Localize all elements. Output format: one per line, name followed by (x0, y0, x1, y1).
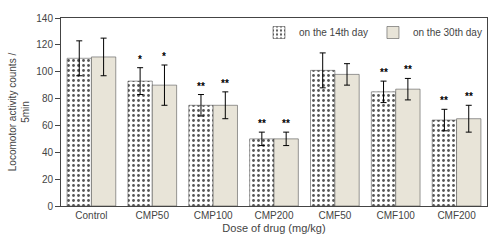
svg-text:20: 20 (42, 174, 54, 185)
svg-text:*: * (138, 54, 142, 65)
svg-text:CMF50: CMF50 (318, 210, 351, 221)
svg-text:**: ** (282, 118, 290, 129)
svg-text:Dose of drug (mg/kg): Dose of drug (mg/kg) (222, 222, 325, 234)
svg-text:120: 120 (36, 39, 53, 50)
svg-text:*: * (162, 51, 166, 62)
svg-text:140: 140 (36, 13, 53, 24)
svg-text:**: ** (465, 91, 473, 102)
svg-text:CMP200: CMP200 (255, 210, 294, 221)
svg-text:CMP100: CMP100 (194, 210, 233, 221)
svg-text:on the 14th day: on the 14th day (299, 27, 368, 38)
svg-text:100: 100 (36, 66, 53, 77)
svg-text:CMF200: CMF200 (437, 210, 476, 221)
svg-text:CMP50: CMP50 (136, 210, 170, 221)
svg-text:**: ** (380, 67, 388, 78)
svg-text:40: 40 (42, 147, 54, 158)
svg-text:80: 80 (42, 93, 54, 104)
svg-text:0: 0 (47, 201, 53, 212)
svg-text:60: 60 (42, 120, 54, 131)
svg-text:Locomotor activity counts /5mi: Locomotor activity counts /5min (7, 53, 31, 172)
svg-text:**: ** (440, 95, 448, 106)
svg-text:**: ** (221, 78, 229, 89)
svg-text:**: ** (404, 64, 412, 75)
svg-text:CMF100: CMF100 (377, 210, 416, 221)
svg-text:Control: Control (75, 210, 107, 221)
svg-text:on the 30th day: on the 30th day (413, 27, 482, 38)
svg-text:**: ** (197, 81, 205, 92)
svg-text:**: ** (258, 118, 266, 129)
